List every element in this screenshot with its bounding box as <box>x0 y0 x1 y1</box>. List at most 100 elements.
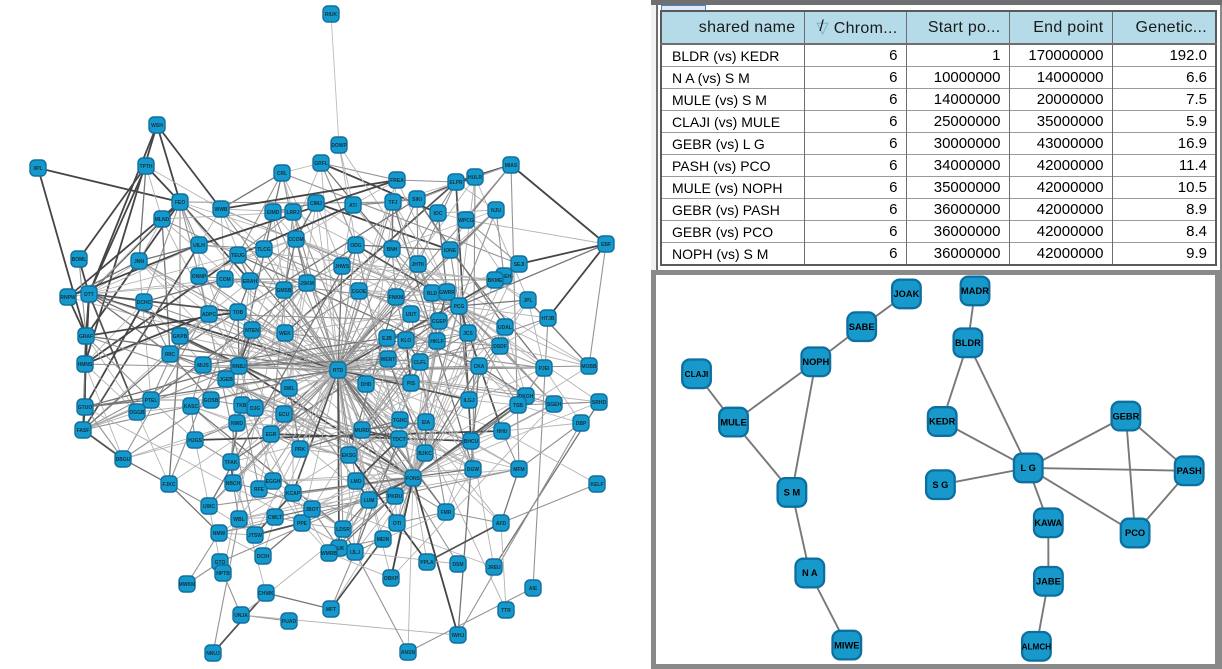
svg-text:N A: N A <box>802 568 818 578</box>
svg-text:DCHC: DCHC <box>137 300 152 306</box>
svg-text:EGGH: EGGH <box>266 479 281 485</box>
svg-text:CHWK: CHWK <box>258 591 274 597</box>
svg-text:CCOM: CCOM <box>288 237 303 243</box>
svg-text:FJKC: FJKC <box>162 482 175 488</box>
svg-text:MULE: MULE <box>720 417 746 427</box>
svg-text:RNPW: RNPW <box>60 295 76 301</box>
svg-text:FEO: FEO <box>175 200 185 206</box>
svg-text:WBL: WBL <box>233 517 244 523</box>
svg-text:WEK: WEK <box>279 331 291 337</box>
svg-text:HMNS: HMNS <box>78 362 93 368</box>
svg-text:PPLA: PPLA <box>420 560 434 566</box>
svg-text:NNUJ: NNUJ <box>206 651 220 657</box>
svg-text:JHTK: JHTK <box>411 262 424 268</box>
svg-text:DBGU: DBGU <box>116 457 131 463</box>
svg-text:FMR: FMR <box>441 510 452 516</box>
svg-text:IIPL: IIPL <box>33 166 42 172</box>
svg-text:FNKM: FNKM <box>389 295 403 301</box>
svg-text:OBKP: OBKP <box>384 576 399 582</box>
svg-text:JABE: JABE <box>1036 577 1061 587</box>
svg-text:NMW: NMW <box>213 531 226 537</box>
svg-text:WENT: WENT <box>381 357 396 363</box>
svg-text:CIMJ: CIMJ <box>310 201 322 207</box>
svg-text:EGR: EGR <box>266 432 277 438</box>
svg-text:PKRU: PKRU <box>388 494 403 500</box>
svg-text:IOC: IOC <box>434 211 443 217</box>
svg-text:RTD: RTD <box>333 368 344 374</box>
svg-text:LRRJ: LRRJ <box>286 210 299 216</box>
svg-text:FREA: FREA <box>390 178 404 184</box>
svg-text:IJLJ: IJLJ <box>350 550 360 556</box>
svg-text:ELPR: ELPR <box>449 180 463 186</box>
svg-text:COM: COM <box>219 277 231 283</box>
svg-text:HTJB: HTJB <box>541 316 554 322</box>
svg-text:GTUO: GTUO <box>78 405 93 411</box>
svg-text:ILGJ: ILGJ <box>463 398 474 404</box>
svg-text:KLO: KLO <box>401 338 412 344</box>
svg-text:TOB: TOB <box>233 310 244 316</box>
svg-text:GRAF: GRAF <box>79 334 93 340</box>
svg-text:MLND: MLND <box>155 217 170 223</box>
svg-text:HPTB: HPTB <box>216 571 230 577</box>
svg-text:NJU: NJU <box>491 208 501 214</box>
svg-text:PCG: PCG <box>454 304 465 310</box>
svg-text:KCAP: KCAP <box>286 491 301 497</box>
svg-text:BLDR: BLDR <box>955 338 981 348</box>
svg-text:ANSN: ANSN <box>401 650 416 656</box>
svg-text:EIMD: EIMD <box>267 210 280 216</box>
svg-text:JGEB: JGEB <box>219 377 233 383</box>
svg-text:RFE: RFE <box>254 487 265 493</box>
svg-text:OJG: OJG <box>250 406 261 412</box>
svg-text:SIKI: SIKI <box>412 197 422 203</box>
svg-text:IONE: IONE <box>444 248 457 254</box>
svg-text:GRFL: GRFL <box>314 161 328 167</box>
svg-text:OTI: OTI <box>393 521 402 527</box>
svg-text:JNN: JNN <box>134 259 144 265</box>
svg-text:JOAK: JOAK <box>893 289 919 299</box>
svg-text:RNBJ: RNBJ <box>232 364 246 370</box>
svg-text:ALMCH: ALMCH <box>1022 643 1052 652</box>
svg-text:JREU: JREU <box>487 565 501 571</box>
svg-text:DTT: DTT <box>84 292 94 298</box>
svg-text:TEUG: TEUG <box>231 253 245 259</box>
svg-text:TKBI: TKBI <box>236 403 248 409</box>
svg-text:DOWP: DOWP <box>331 143 347 149</box>
svg-text:TPTH: TPTH <box>139 164 152 170</box>
svg-text:UWC: UWC <box>203 504 215 510</box>
svg-text:DCIH: DCIH <box>257 554 270 560</box>
svg-text:JTSW: JTSW <box>248 533 262 539</box>
svg-text:BJKC: BJKC <box>418 451 432 457</box>
svg-text:KASC: KASC <box>184 404 199 410</box>
svg-text:AIE: AIE <box>529 586 538 592</box>
svg-text:KAWA: KAWA <box>1034 518 1062 528</box>
svg-text:NBCH: NBCH <box>226 481 241 487</box>
svg-text:HHU: HHU <box>497 429 508 435</box>
svg-text:SEJI: SEJI <box>514 262 525 268</box>
svg-text:GEBR: GEBR <box>1112 411 1139 421</box>
svg-text:AFD: AFD <box>496 521 507 527</box>
svg-text:KEDR: KEDR <box>929 417 956 427</box>
svg-text:HULR: HULR <box>468 175 482 181</box>
svg-text:WMRB: WMRB <box>321 551 337 557</box>
svg-text:IRIC: IRIC <box>165 352 175 358</box>
svg-text:BLD: BLD <box>427 291 438 297</box>
svg-text:WWB: WWB <box>214 207 227 213</box>
svg-text:DSM: DSM <box>452 562 463 568</box>
svg-text:TTR: TTR <box>501 608 511 614</box>
svg-text:PASH: PASH <box>1177 466 1202 476</box>
svg-text:GKPB: GKPB <box>173 334 188 340</box>
svg-text:JCS: JCS <box>463 331 473 337</box>
svg-text:BKME: BKME <box>488 278 503 284</box>
svg-text:OGGB: OGGB <box>129 410 145 416</box>
svg-text:DKOH: DKOH <box>519 394 534 400</box>
svg-text:MFM: MFM <box>513 467 524 473</box>
svg-text:GOSB: GOSB <box>204 398 219 404</box>
svg-text:LMO: LMO <box>350 479 361 485</box>
svg-text:PTEL: PTEL <box>145 398 158 404</box>
svg-text:MIJS: MIJS <box>197 363 209 369</box>
svg-text:SRHD: SRHD <box>592 400 607 406</box>
svg-text:BOML: BOML <box>72 257 87 263</box>
svg-text:EJB: EJB <box>382 336 392 342</box>
svg-text:ATI: ATI <box>349 203 357 209</box>
svg-text:UDAL: UDAL <box>498 325 512 331</box>
